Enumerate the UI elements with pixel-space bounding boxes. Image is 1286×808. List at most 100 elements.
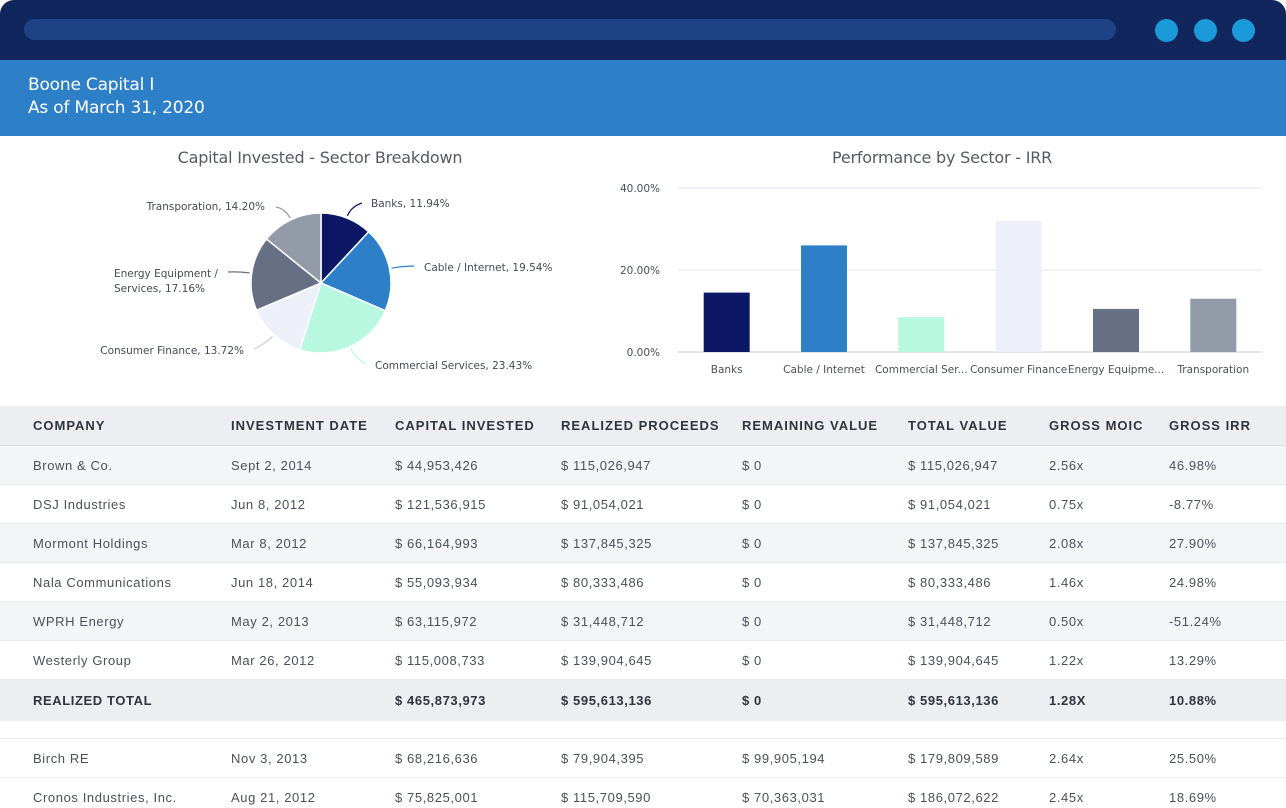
table-row[interactable]: WPRH Energy May 2, 2013 $ 63,115,972 $ 31,4…: [0, 602, 1286, 641]
table-row[interactable]: DSJ Industries Jun 8, 2012 $ 121,536,915 $ …: [0, 485, 1286, 524]
pie-slice-label: Energy Equipment / Services, 17.16%: [114, 268, 218, 295]
table-row[interactable]: Mormont Holdings Mar 8, 2012 $ 66,164,993 $…: [0, 524, 1286, 563]
cell-capital-invested: $ 44,953,426: [395, 457, 479, 473]
table-row[interactable]: Westerly Group Mar 26, 2012 $ 115,008,733 $…: [0, 641, 1286, 680]
cell-investment-date: Aug 21, 2012: [231, 789, 316, 805]
cell-investment-date: Mar 8, 2012: [231, 535, 307, 551]
x-tick-label: Energy Equipme...: [1068, 364, 1164, 376]
pie-slice-label: Cable / Internet, 19.54%: [424, 262, 552, 274]
pie-slice[interactable]: [298, 281, 387, 354]
pie-slice[interactable]: [319, 230, 392, 312]
cell-gross-moic: 1.22x: [1049, 652, 1084, 668]
table-row[interactable]: Birch RE Nov 3, 2013 $ 68,216,636 $ 79,904,…: [0, 739, 1286, 778]
cell-total-value: $ 115,026,947: [908, 457, 998, 473]
table-spacer: [0, 721, 1286, 739]
cell-investment-date: Sept 2, 2014: [231, 457, 312, 473]
bar[interactable]: [703, 292, 750, 352]
cell-gross-irr: 46.98%: [1169, 457, 1217, 473]
table-row[interactable]: Nala Communications Jun 18, 2014 $ 55,093,…: [0, 563, 1286, 602]
cell-total-value: $ 186,072,622: [908, 789, 999, 805]
cell-total-value: $ 595,613,136: [908, 693, 999, 708]
column-header-total-value: TOTAL VALUE: [908, 418, 1008, 433]
cell-capital-invested: $ 68,216,636: [395, 750, 479, 766]
cell-realized-proceeds: $ 31,448,712: [561, 613, 645, 629]
cell-realized-proceeds: $ 115,026,947: [561, 457, 651, 473]
bar[interactable]: [1190, 298, 1237, 352]
cell-capital-invested: $ 121,536,915: [395, 496, 486, 512]
address-bar[interactable]: [24, 19, 1116, 40]
cell-realized-proceeds: $ 137,845,325: [561, 535, 652, 551]
cell-realized-proceeds: $ 79,904,395: [561, 750, 645, 766]
bar[interactable]: [898, 317, 945, 352]
column-header-investment-date: INVESTMENT DATE: [231, 418, 368, 433]
cell-remaining-value: $ 0: [742, 652, 762, 668]
page-header: Boone Capital I As of March 31, 2020: [0, 60, 1286, 136]
x-tick-label: Cable / Internet: [783, 364, 865, 376]
as-of-date: As of March 31, 2020: [28, 98, 205, 118]
bar[interactable]: [1093, 308, 1139, 352]
cell-investment-date: May 2, 2013: [231, 613, 310, 629]
cell-capital-invested: $ 115,008,733: [395, 652, 485, 668]
x-tick-label: Commercial Ser...: [875, 364, 968, 376]
cell-gross-irr: -8.77%: [1169, 496, 1214, 512]
cell-company: Brown & Co.: [33, 457, 113, 473]
window-control-dot-3[interactable]: [1232, 19, 1255, 42]
cell-gross-irr: 24.98%: [1169, 574, 1217, 590]
y-tick-label: 20.00%: [620, 265, 660, 277]
pie-chart-title: Capital Invested - Sector Breakdown: [177, 148, 463, 167]
pie-slice[interactable]: [250, 238, 323, 312]
cell-capital-invested: $ 66,164,993: [395, 535, 479, 551]
pie-slice-label: Transporation, 14.20%: [146, 201, 265, 213]
cell-realized-proceeds: $ 139,904,645: [561, 652, 652, 668]
cell-realized-proceeds: $ 595,613,136: [561, 693, 652, 708]
pie-slice-label: Commercial Services, 23.43%: [375, 360, 532, 372]
x-tick-label: Transporation: [1176, 364, 1249, 376]
table-total-row[interactable]: REALIZED TOTAL $ 465,873,973 $ 595,613,136…: [0, 680, 1286, 721]
cell-realized-proceeds: $ 80,333,486: [561, 574, 645, 590]
pie-leader-line: [391, 265, 415, 269]
column-header-remaining-value: REMAINING VALUE: [742, 418, 879, 433]
cell-investment-date: Mar 26, 2012: [231, 652, 315, 668]
bar[interactable]: [995, 220, 1042, 352]
window-control-dot-1[interactable]: [1155, 19, 1178, 42]
cell-investment-date: Jun 8, 2012: [231, 496, 306, 512]
cell-investment-date: Nov 3, 2013: [231, 750, 308, 766]
cell-realized-proceeds: $ 115,709,590: [561, 789, 651, 805]
cell-company: Mormont Holdings: [33, 535, 149, 551]
cell-realized-proceeds: $ 91,054,021: [561, 496, 645, 512]
cell-company: REALIZED TOTAL: [33, 693, 153, 708]
cell-remaining-value: $ 0: [742, 535, 762, 551]
window-control-dot-2[interactable]: [1194, 19, 1217, 42]
pie-slice-label: Banks, 11.94%: [371, 198, 450, 210]
bar-chart-title: Performance by Sector - IRR: [831, 148, 1053, 167]
column-header-realized-proceeds: REALIZED PROCEEDS: [561, 418, 720, 433]
pie-leader-line: [350, 348, 367, 365]
cell-company: Cronos Industries, Inc.: [33, 789, 177, 805]
portfolio-table: COMPANY INVESTMENT DATE CAPITAL INVESTED RE…: [0, 406, 1286, 808]
bar[interactable]: [801, 245, 847, 352]
pie-slice[interactable]: [265, 212, 322, 285]
pie-leader-line: [275, 206, 291, 219]
cell-total-value: $ 80,333,486: [908, 574, 992, 590]
cell-gross-moic: 2.56x: [1049, 457, 1084, 473]
column-header-capital-invested: CAPITAL INVESTED: [395, 418, 535, 433]
pie-slice[interactable]: [255, 281, 323, 351]
cell-company: DSJ Industries: [33, 496, 126, 512]
cell-company: Westerly Group: [33, 652, 132, 668]
cell-remaining-value: $ 99,905,194: [742, 750, 826, 766]
cell-capital-invested: $ 75,825,001: [395, 789, 479, 805]
cell-gross-irr: -51.24%: [1169, 613, 1222, 629]
cell-total-value: $ 137,845,325: [908, 535, 999, 551]
cell-remaining-value: $ 0: [742, 693, 762, 708]
table-row[interactable]: Brown & Co. Sept 2, 2014 $ 44,953,426 $ 115…: [0, 446, 1286, 485]
table-row[interactable]: Cronos Industries, Inc. Aug 21, 2012 $ 75,…: [0, 778, 1286, 808]
pie-leader-line: [227, 271, 250, 274]
cell-remaining-value: $ 0: [742, 613, 762, 629]
cell-gross-moic: 0.50x: [1049, 613, 1084, 629]
cell-capital-invested: $ 465,873,973: [395, 693, 486, 708]
column-header-company: COMPANY: [33, 418, 106, 433]
cell-remaining-value: $ 0: [742, 574, 762, 590]
cell-gross-irr: 18.69%: [1169, 789, 1217, 805]
cell-gross-moic: 0.75x: [1049, 496, 1084, 512]
cell-remaining-value: $ 0: [742, 457, 762, 473]
